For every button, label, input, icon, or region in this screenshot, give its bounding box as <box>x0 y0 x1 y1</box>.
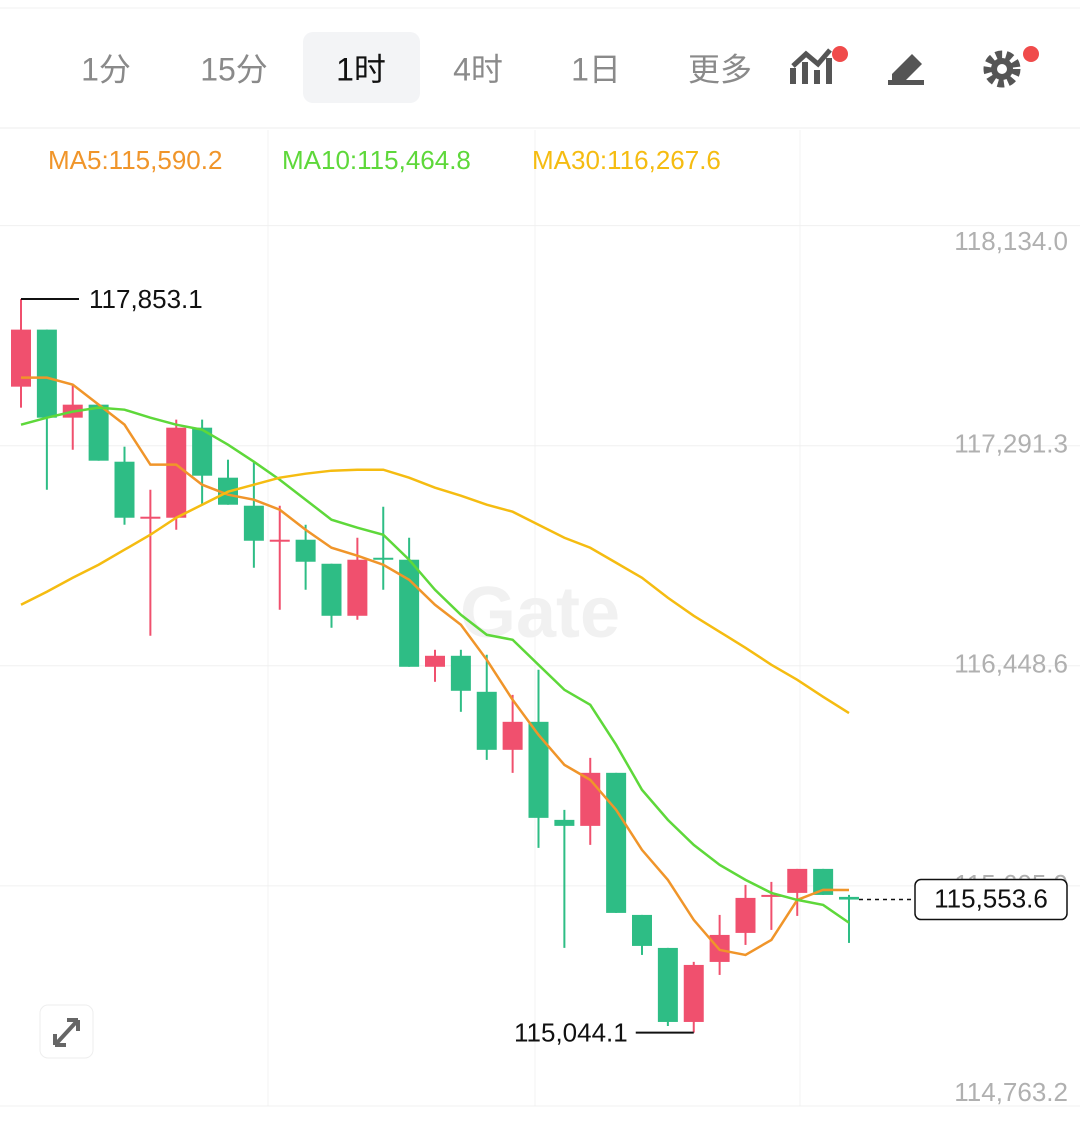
current-price-label: 115,553.6 <box>934 883 1048 913</box>
candle-body <box>140 516 161 519</box>
timeframe-tab[interactable]: 1分 <box>81 51 131 87</box>
candle-body <box>606 772 627 913</box>
candle-body <box>476 691 497 750</box>
ma-line <box>20 406 850 924</box>
candle-body <box>243 505 264 541</box>
candle-body <box>373 557 394 560</box>
legend-entry: MA30:116,267.6 <box>532 145 721 175</box>
candle-body <box>554 819 575 826</box>
candle-body <box>88 404 109 461</box>
candle-body <box>683 964 704 1022</box>
legend-entry: MA10:115,464.8 <box>282 145 471 175</box>
candle-body <box>269 539 290 542</box>
candle-body <box>813 868 834 895</box>
candle-body <box>347 559 368 616</box>
candle-body <box>36 329 57 418</box>
legend-entry: MA5:115,590.2 <box>48 145 222 175</box>
ma-line <box>20 468 850 715</box>
candle-body <box>632 914 652 946</box>
low-label: 115,044.1 <box>514 1018 628 1048</box>
candle-body <box>839 896 859 900</box>
timeframe-tab[interactable]: 15分 <box>200 51 268 87</box>
candle-body <box>528 721 549 818</box>
y-tick-label: 114,763.2 <box>954 1077 1068 1107</box>
candle-body <box>11 329 31 387</box>
timeframe-tab[interactable]: 4时 <box>453 51 503 87</box>
candle-body <box>295 539 316 562</box>
timeframe-tab[interactable]: 1时 <box>336 51 386 87</box>
current-price-box <box>914 878 1068 921</box>
settings-icon[interactable] <box>983 46 1039 88</box>
candle-body <box>735 897 756 933</box>
candle-body <box>425 655 445 667</box>
candle-body <box>761 894 782 897</box>
selected-tab-bg <box>303 32 420 103</box>
timeframe-tab[interactable]: 1日 <box>571 51 621 87</box>
watermark: Gate <box>460 573 620 653</box>
candle-body <box>114 461 135 518</box>
y-tick-label: 118,134.0 <box>954 226 1068 256</box>
candle-body <box>450 655 471 691</box>
candle-body <box>399 559 420 667</box>
candle-body <box>321 563 342 616</box>
candle-body <box>502 721 523 750</box>
y-tick-label: 116,448.6 <box>954 649 1068 679</box>
candle-body <box>787 868 808 893</box>
candle-body <box>166 427 187 518</box>
timeframe-tab[interactable]: 更多 <box>688 51 752 87</box>
expand-button[interactable] <box>39 1004 94 1059</box>
ma-line <box>21 376 850 957</box>
chart-type-icon[interactable] <box>790 46 848 84</box>
candle-body <box>657 947 678 1022</box>
high-label: 117,853.1 <box>89 284 203 314</box>
candle-body <box>192 427 213 476</box>
y-tick-label: 117,291.3 <box>954 429 1068 459</box>
draw-icon[interactable] <box>888 54 924 85</box>
